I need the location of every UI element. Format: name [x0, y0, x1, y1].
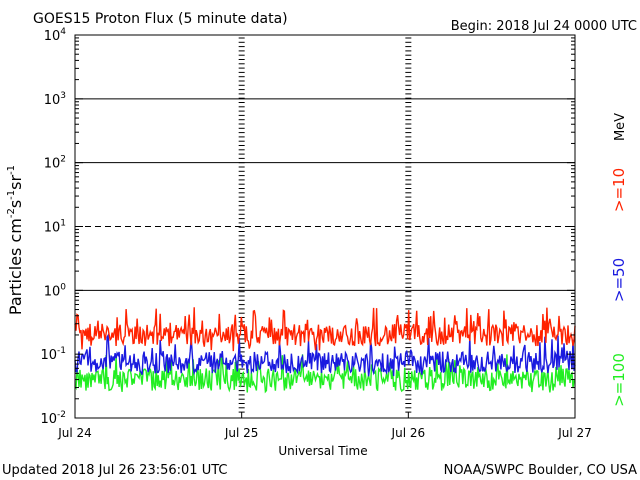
data-source: NOAA/SWPC Boulder, CO USA	[444, 463, 637, 478]
legend: MeV >=10 >=50 >=100	[610, 113, 628, 407]
y-tick-label: 103	[44, 91, 66, 108]
x-tick-label: Jul 26	[391, 426, 426, 440]
legend-entry: >=10	[610, 168, 628, 212]
x-tick-label: Jul 24	[57, 426, 92, 440]
plot-area	[75, 37, 575, 413]
x-tick-label: Jul 27	[557, 426, 592, 440]
chart-title: GOES15 Proton Flux (5 minute data)	[33, 11, 288, 27]
legend-entry: >=100	[610, 353, 628, 407]
legend-entry: >=50	[610, 258, 628, 302]
legend-unit: MeV	[613, 113, 628, 141]
y-tick-label: 102	[44, 155, 66, 172]
axes-layer: 10-2 10-1 100 101 102 103 104 Jul 24 Jul 25 Jul 2…	[6, 27, 592, 440]
y-axis-label: Particles cm-2s-1sr-1	[6, 165, 25, 315]
y-tick-label: 10-1	[40, 346, 66, 363]
updated-timestamp: Updated 2018 Jul 26 23:56:01 UTC	[2, 463, 227, 478]
y-tick-label: 10-2	[40, 410, 66, 427]
series-line	[74, 354, 576, 394]
begin-time: Begin: 2018 Jul 24 0000 UTC	[451, 19, 637, 34]
y-tick-label: 100	[44, 282, 67, 299]
series-layer	[74, 307, 576, 394]
y-tick-label: 104	[44, 27, 67, 44]
x-axis-label: Universal Time	[278, 444, 367, 458]
series-line	[74, 307, 576, 352]
y-tick-label: 101	[44, 219, 66, 236]
series-line	[74, 332, 576, 377]
x-tick-label: Jul 25	[224, 426, 259, 440]
